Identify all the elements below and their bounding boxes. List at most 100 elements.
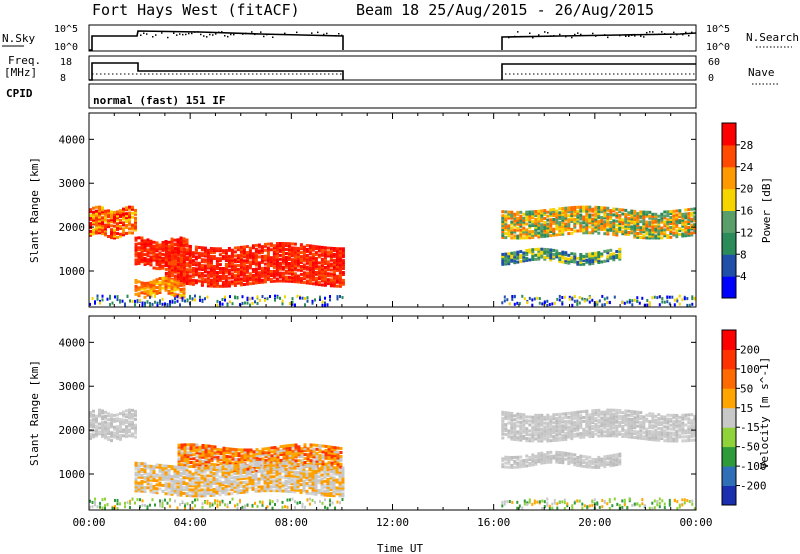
echo-cell: [630, 423, 634, 427]
echo-cell: [229, 295, 231, 299]
echo-cell: [525, 429, 529, 433]
echo-cell: [215, 267, 219, 270]
echo-cell: [167, 476, 171, 480]
echo-cell: [618, 411, 622, 414]
echo-cell: [248, 462, 252, 466]
echo-cell: [534, 415, 538, 419]
echo-cell: [534, 257, 538, 261]
echo-cell: [305, 483, 309, 487]
echo-cell: [585, 205, 589, 209]
echo-cell: [275, 261, 279, 265]
echo-cell: [555, 434, 559, 438]
echo-cell: [134, 252, 138, 256]
echo-cell: [98, 231, 101, 235]
echo-cell: [630, 412, 634, 415]
echo-cell: [305, 477, 309, 481]
echo-cell: [537, 215, 541, 219]
echo-cell: [200, 274, 204, 277]
echo-cell: [224, 262, 228, 266]
echo-cell: [242, 469, 246, 472]
echo-cell: [161, 256, 165, 260]
echo-cell: [185, 256, 189, 260]
echo-cell: [338, 280, 342, 284]
echo-cell: [588, 419, 592, 423]
echo-cell: [248, 464, 252, 468]
echo-cell: [308, 244, 312, 248]
echo-cell: [555, 423, 559, 426]
echo-cell: [531, 232, 535, 235]
echo-cell: [681, 218, 685, 222]
echo-cell: [570, 210, 574, 214]
echo-cell: [573, 205, 577, 209]
echo-cell: [125, 206, 128, 210]
echo-cell: [621, 220, 625, 224]
echo-cell: [332, 272, 336, 276]
echo-cell: [648, 232, 652, 236]
echo-cell: [549, 222, 553, 226]
echo-cell: [693, 217, 697, 221]
echo-cell: [660, 236, 664, 240]
echo-cell: [158, 261, 162, 265]
echo-cell: [666, 300, 669, 304]
echo-cell: [570, 208, 574, 212]
echo-cell: [146, 248, 150, 252]
echo-cell: [167, 492, 171, 496]
echo-cell: [332, 252, 336, 256]
echo-cell: [182, 295, 186, 299]
echo-cell: [311, 258, 315, 262]
echo-cell: [573, 256, 577, 260]
echo-cell: [564, 424, 568, 427]
echo-cell: [134, 244, 138, 248]
echo-cell: [624, 216, 628, 220]
echo-cell: [101, 220, 104, 224]
echo-cell: [293, 274, 297, 278]
echo-cell: [311, 478, 315, 482]
echo-cell: [326, 468, 330, 472]
echo-cell: [585, 433, 589, 437]
echo-cell: [276, 455, 280, 459]
echo-cell: [136, 300, 139, 304]
echo-cell: [603, 226, 607, 230]
echo-cell: [139, 298, 141, 302]
echo-cell: [270, 454, 274, 458]
echo-cell: [251, 273, 255, 277]
echo-cell: [504, 417, 508, 421]
echo-cell: [326, 272, 330, 276]
echo-cell: [576, 428, 580, 432]
echo-cell: [606, 259, 610, 263]
echo-cell: [510, 232, 514, 236]
echo-cell: [513, 251, 517, 255]
echo-cell: [146, 281, 150, 285]
echo-cell: [134, 413, 137, 417]
echo-cell: [212, 476, 216, 479]
echo-cell: [606, 257, 610, 261]
echo-cell: [98, 426, 101, 430]
echo-cell: [564, 259, 568, 263]
echo-cell: [266, 266, 270, 270]
echo-cell: [167, 246, 171, 250]
echo-cell: [269, 489, 273, 493]
echo-cell: [576, 229, 580, 233]
echo-cell: [182, 271, 186, 275]
echo-cell: [91, 297, 94, 300]
echo-cell: [146, 300, 149, 304]
echo-cell: [320, 493, 324, 497]
echo-cell: [508, 302, 511, 306]
echo-cell: [549, 224, 553, 228]
echo-cell: [216, 463, 220, 467]
echo-cell: [242, 261, 246, 265]
echo-cell: [261, 295, 264, 298]
echo-cell: [236, 481, 240, 485]
echo-cell: [143, 259, 147, 262]
echo-cell: [615, 256, 619, 259]
echo-cell: [266, 463, 270, 467]
echo-cell: [299, 247, 303, 251]
echo-cell: [338, 276, 342, 280]
echo-cell: [237, 448, 241, 452]
echo-cell: [296, 463, 300, 467]
echo-cell: [287, 250, 291, 254]
echo-cell: [564, 435, 568, 439]
echo-cell: [537, 227, 541, 231]
echo-cell: [200, 283, 204, 287]
echo-cell: [233, 284, 237, 287]
